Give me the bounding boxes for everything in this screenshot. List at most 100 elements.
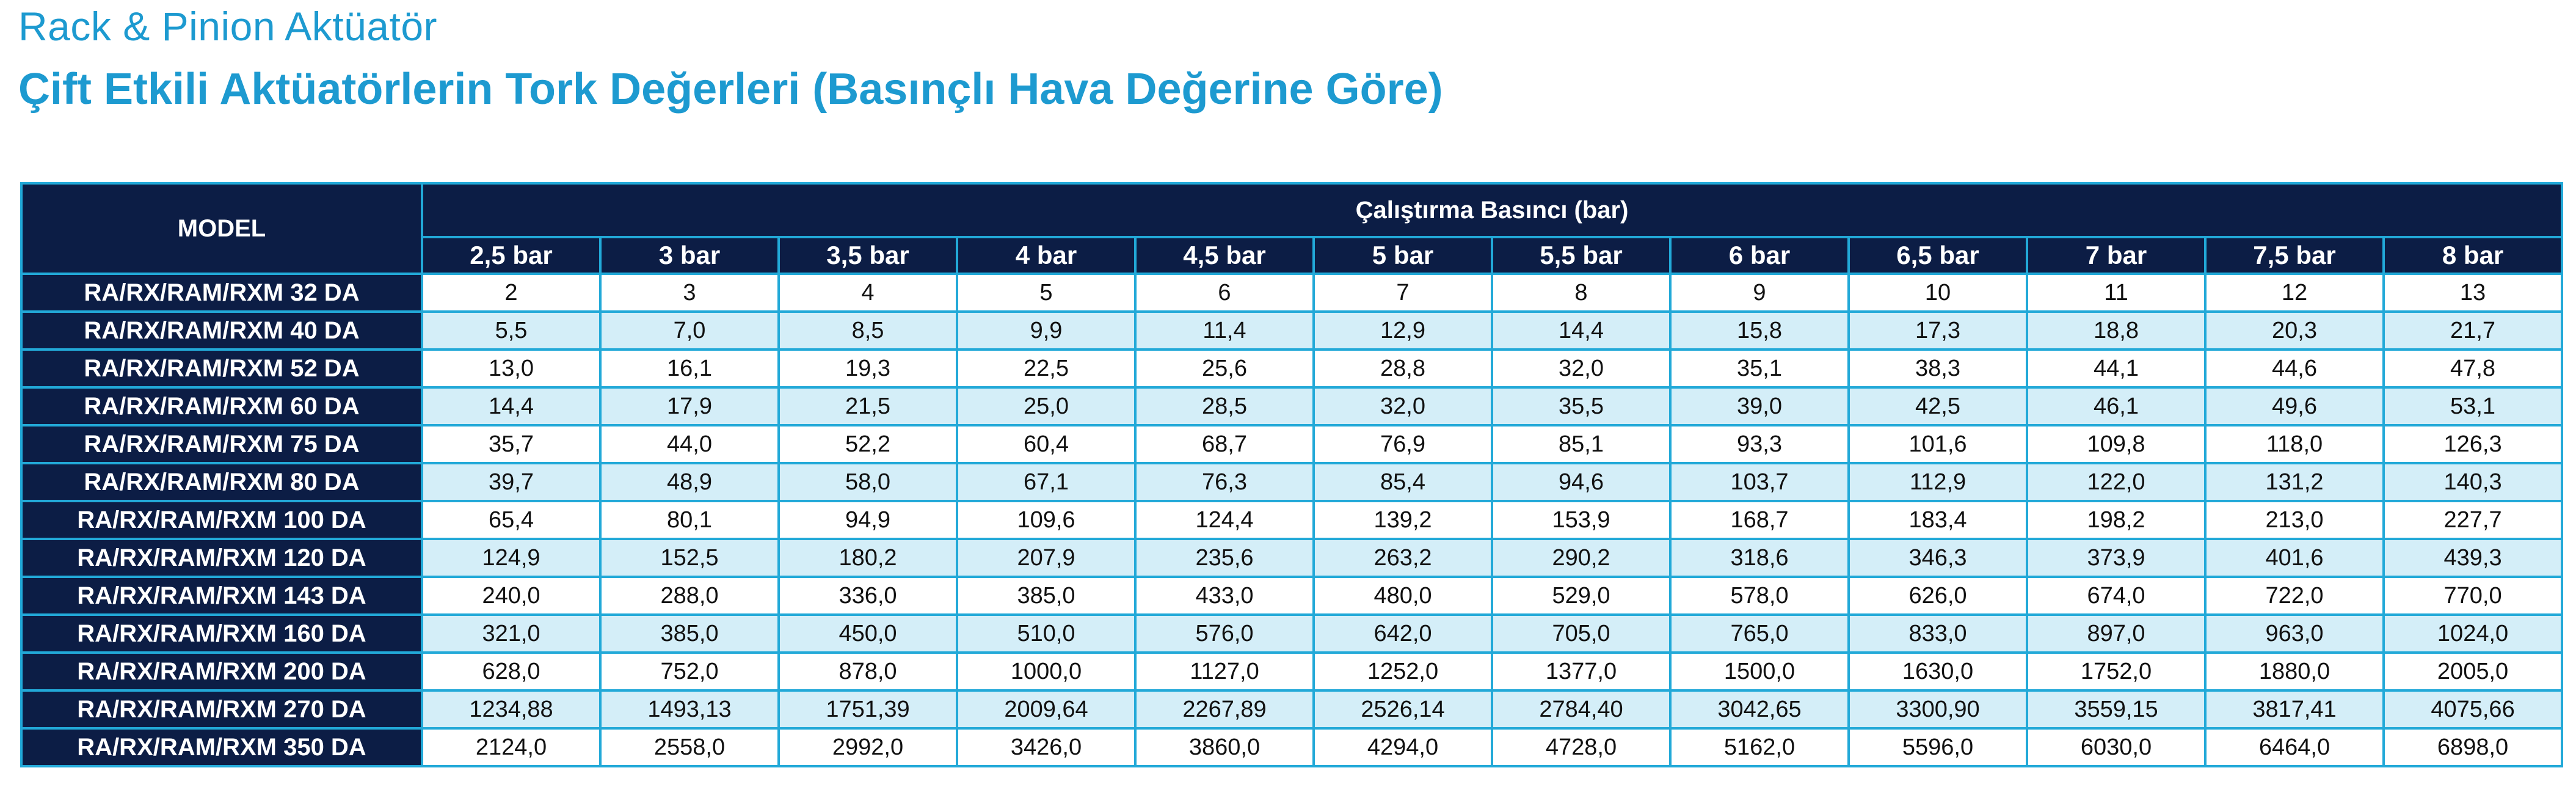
torque-value-cell: 1880,0 xyxy=(2204,651,2385,692)
torque-value-cell: 213,0 xyxy=(2204,500,2385,540)
torque-value-cell: 122,0 xyxy=(2026,462,2207,502)
torque-value-cell: 6464,0 xyxy=(2204,727,2385,767)
torque-value-cell: 94,6 xyxy=(1491,462,1672,502)
torque-value-cell: 17,3 xyxy=(1847,310,2028,351)
pressure-group-header: Çalıştırma Basıncı (bar) xyxy=(420,182,2564,238)
torque-value-cell: 101,6 xyxy=(1847,424,2028,464)
model-column-header: MODEL xyxy=(20,182,423,275)
torque-value-cell: 52,2 xyxy=(777,424,958,464)
pressure-header-cell: 5,5 bar xyxy=(1491,236,1672,275)
torque-value-cell: 42,5 xyxy=(1847,386,2028,426)
torque-value-cell: 2124,0 xyxy=(421,727,602,767)
torque-value-cell: 385,0 xyxy=(599,613,780,654)
torque-value-cell: 109,6 xyxy=(956,500,1137,540)
torque-value-cell: 44,0 xyxy=(599,424,780,464)
torque-value-cell: 373,9 xyxy=(2026,538,2207,578)
torque-value-cell: 705,0 xyxy=(1491,613,1672,654)
torque-value-cell: 2267,89 xyxy=(1134,689,1315,730)
torque-value-cell: 1630,0 xyxy=(1847,651,2028,692)
torque-value-cell: 103,7 xyxy=(1669,462,1850,502)
pressure-header-row: 2,5 bar 3 bar 3,5 bar 4 bar 4,5 bar 5 bar 5,5 … xyxy=(21,236,2564,275)
torque-value-cell: 39,0 xyxy=(1669,386,1850,426)
torque-value-cell: 674,0 xyxy=(2026,576,2207,616)
torque-value-cell: 68,7 xyxy=(1134,424,1315,464)
torque-value-cell: 227,7 xyxy=(2382,500,2564,540)
torque-value-cell: 47,8 xyxy=(2382,348,2564,389)
model-name-cell: RA/RX/RAM/RXM 160 DA xyxy=(20,613,423,654)
torque-value-cell: 897,0 xyxy=(2026,613,2207,654)
torque-value-cell: 2 xyxy=(421,273,602,313)
torque-value-cell: 20,3 xyxy=(2204,310,2385,351)
torque-value-cell: 3426,0 xyxy=(956,727,1137,767)
torque-value-cell: 76,9 xyxy=(1312,424,1493,464)
table-row: RA/RX/RAM/RXM 100 DA 65,4 80,1 94,9 109,6 124… xyxy=(20,500,2564,540)
torque-value-cell: 109,8 xyxy=(2026,424,2207,464)
torque-value-cell: 385,0 xyxy=(956,576,1137,616)
torque-value-cell: 2005,0 xyxy=(2382,651,2564,692)
torque-value-cell: 1751,39 xyxy=(777,689,958,730)
torque-value-cell: 5596,0 xyxy=(1847,727,2028,767)
torque-value-cell: 58,0 xyxy=(777,462,958,502)
torque-value-cell: 44,6 xyxy=(2204,348,2385,389)
torque-value-cell: 85,4 xyxy=(1312,462,1493,502)
model-name-cell: RA/RX/RAM/RXM 350 DA xyxy=(20,727,423,767)
torque-value-cell: 60,4 xyxy=(956,424,1137,464)
torque-value-cell: 7,0 xyxy=(599,310,780,351)
torque-value-cell: 628,0 xyxy=(421,651,602,692)
torque-value-cell: 321,0 xyxy=(421,613,602,654)
torque-value-cell: 2992,0 xyxy=(777,727,958,767)
pressure-header-cell: 6,5 bar xyxy=(1847,236,2028,275)
torque-value-cell: 4 xyxy=(777,273,958,313)
torque-value-cell: 39,7 xyxy=(421,462,602,502)
table-row: RA/RX/RAM/RXM 143 DA 240,0 288,0 336,0 385,0… xyxy=(20,576,2564,616)
table-row: RA/RX/RAM/RXM 200 DA 628,0 752,0 878,0 1000,… xyxy=(20,651,2564,692)
table-row: RA/RX/RAM/RXM 75 DA 35,7 44,0 52,2 60,4 68,7 7… xyxy=(20,424,2564,464)
torque-value-cell: 752,0 xyxy=(599,651,780,692)
model-name-cell: RA/RX/RAM/RXM 270 DA xyxy=(20,689,423,730)
torque-value-cell: 3860,0 xyxy=(1134,727,1315,767)
torque-value-cell: 35,5 xyxy=(1491,386,1672,426)
torque-value-cell: 3300,90 xyxy=(1847,689,2028,730)
torque-value-cell: 770,0 xyxy=(2382,576,2564,616)
torque-value-cell: 126,3 xyxy=(2382,424,2564,464)
pressure-header-cell: 3,5 bar xyxy=(777,236,958,275)
torque-value-cell: 1127,0 xyxy=(1134,651,1315,692)
torque-value-cell: 124,9 xyxy=(421,538,602,578)
torque-value-cell: 94,9 xyxy=(777,500,958,540)
torque-value-cell: 18,8 xyxy=(2026,310,2207,351)
torque-value-cell: 49,6 xyxy=(2204,386,2385,426)
torque-value-cell: 5,5 xyxy=(421,310,602,351)
table-row: RA/RX/RAM/RXM 52 DA 13,0 16,1 19,3 22,5 25,6 2… xyxy=(20,348,2564,389)
torque-value-cell: 11 xyxy=(2026,273,2207,313)
torque-value-cell: 76,3 xyxy=(1134,462,1315,502)
torque-value-cell: 6 xyxy=(1134,273,1315,313)
torque-value-cell: 4728,0 xyxy=(1491,727,1672,767)
torque-value-cell: 112,9 xyxy=(1847,462,2028,502)
torque-value-cell: 10 xyxy=(1847,273,2028,313)
torque-value-cell: 510,0 xyxy=(956,613,1137,654)
torque-value-cell: 85,1 xyxy=(1491,424,1672,464)
torque-value-cell: 19,3 xyxy=(777,348,958,389)
torque-value-cell: 450,0 xyxy=(777,613,958,654)
torque-value-cell: 1000,0 xyxy=(956,651,1137,692)
torque-value-cell: 1024,0 xyxy=(2382,613,2564,654)
pressure-header-cell: 5 bar xyxy=(1312,236,1493,275)
torque-value-cell: 17,9 xyxy=(599,386,780,426)
torque-value-cell: 14,4 xyxy=(1491,310,1672,351)
torque-value-cell: 16,1 xyxy=(599,348,780,389)
torque-value-cell: 4294,0 xyxy=(1312,727,1493,767)
torque-value-cell: 35,7 xyxy=(421,424,602,464)
torque-value-cell: 3042,65 xyxy=(1669,689,1850,730)
torque-value-cell: 152,5 xyxy=(599,538,780,578)
torque-value-cell: 9 xyxy=(1669,273,1850,313)
table-row: RA/RX/RAM/RXM 160 DA 321,0 385,0 450,0 510,0… xyxy=(20,613,2564,654)
torque-value-cell: 2784,40 xyxy=(1491,689,1672,730)
model-name-cell: RA/RX/RAM/RXM 143 DA xyxy=(20,576,423,616)
page-title: Rack & Pinion Aktüatör xyxy=(18,4,438,49)
pressure-header-cell: 4,5 bar xyxy=(1134,236,1315,275)
torque-value-cell: 3817,41 xyxy=(2204,689,2385,730)
torque-value-cell: 48,9 xyxy=(599,462,780,502)
torque-value-cell: 8 xyxy=(1491,273,1672,313)
torque-value-cell: 2558,0 xyxy=(599,727,780,767)
torque-value-cell: 32,0 xyxy=(1491,348,1672,389)
